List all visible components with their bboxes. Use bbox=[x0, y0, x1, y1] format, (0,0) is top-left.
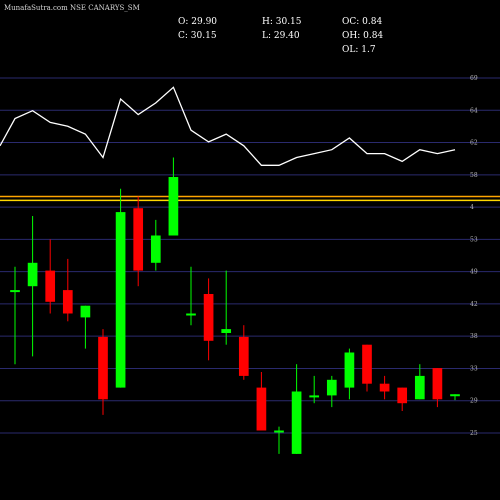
candle-body bbox=[432, 368, 443, 400]
y-tick-label: 69 bbox=[470, 75, 478, 82]
candle-body bbox=[45, 270, 56, 302]
overlay-line bbox=[0, 86, 456, 166]
y-tick-label: 62 bbox=[470, 140, 478, 147]
candle-body bbox=[27, 262, 38, 287]
chart-title: MunafaSutra.com NSE CANARYS_SM bbox=[4, 4, 140, 12]
candle-body bbox=[274, 430, 284, 433]
candle-body bbox=[150, 235, 161, 263]
candle-body bbox=[344, 352, 355, 388]
low-value: L: 29.40 bbox=[262, 31, 300, 41]
y-tick-label: 49 bbox=[470, 269, 478, 276]
y-tick-label: 58 bbox=[470, 172, 478, 179]
candle-body bbox=[186, 313, 196, 316]
candle-body bbox=[256, 387, 267, 431]
y-tick-label: 42 bbox=[470, 301, 478, 308]
candle-body bbox=[80, 305, 91, 318]
candle-body bbox=[326, 379, 337, 396]
y-tick-label: 4 bbox=[470, 204, 474, 211]
candle-body bbox=[238, 336, 249, 376]
y-tick-label: 33 bbox=[470, 365, 478, 372]
ol-value: OL: 1.7 bbox=[342, 45, 376, 55]
close-value: C: 30.15 bbox=[178, 31, 217, 41]
candle-body bbox=[379, 383, 390, 392]
candle-body bbox=[115, 212, 126, 388]
candle-body bbox=[450, 394, 460, 397]
candle-body bbox=[62, 290, 73, 314]
candle-body bbox=[291, 391, 302, 454]
y-tick-label: 53 bbox=[470, 236, 478, 243]
candle-body bbox=[168, 177, 179, 236]
y-tick-label: 64 bbox=[470, 107, 478, 114]
candle-body bbox=[362, 344, 372, 384]
oc-value: OC: 0.84 bbox=[342, 17, 382, 27]
open-value: O: 29.90 bbox=[178, 17, 217, 27]
support-lines bbox=[0, 195, 500, 202]
y-tick-label: 29 bbox=[470, 398, 478, 405]
candle-body bbox=[309, 395, 320, 398]
high-value: H: 30.15 bbox=[262, 17, 302, 27]
candle-body bbox=[221, 329, 232, 333]
candle-body bbox=[203, 294, 214, 341]
candle-body bbox=[98, 336, 108, 400]
candles bbox=[10, 157, 460, 454]
y-tick-labels: 69 64 62 58 4 53 49 42 38 33 29 25 bbox=[470, 75, 478, 437]
candle-body bbox=[397, 387, 408, 404]
y-tick-label: 38 bbox=[470, 333, 478, 340]
candle-body bbox=[10, 290, 20, 293]
overlay-line-path bbox=[0, 86, 456, 166]
oh-value: OH: 0.84 bbox=[342, 31, 383, 41]
candle-body bbox=[133, 208, 144, 271]
y-tick-label: 25 bbox=[470, 430, 478, 437]
grid-lines bbox=[0, 77, 500, 434]
candle-body bbox=[414, 375, 425, 400]
